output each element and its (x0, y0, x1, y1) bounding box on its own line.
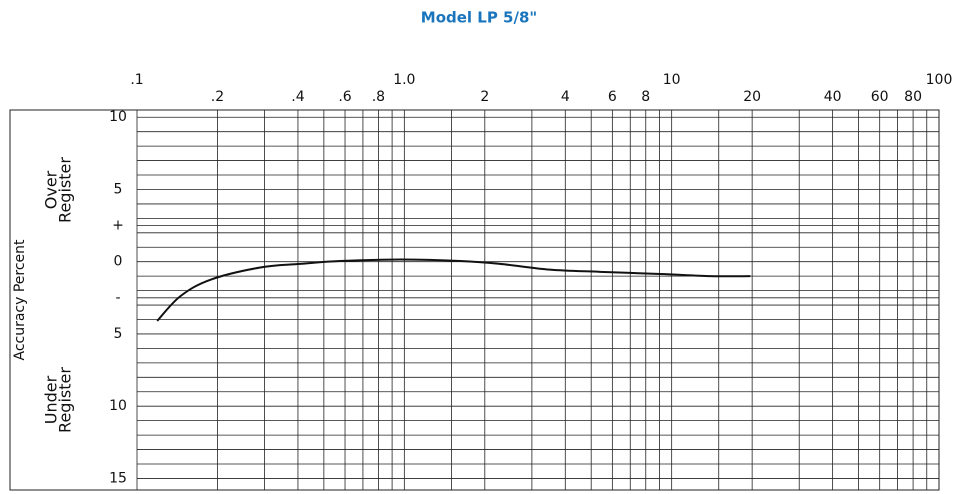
x-tick-label: 40 (824, 89, 842, 105)
over-label: Register (56, 157, 75, 223)
y-axis-label: Accuracy Percent (12, 239, 28, 361)
under-label: Register (56, 367, 75, 433)
accuracy-curve (156, 258, 751, 322)
x-tick-label: 20 (743, 89, 761, 105)
x-tick-label: 1.0 (393, 72, 415, 88)
chart-title: Model LP 5/8" (421, 9, 537, 27)
x-tick-label: 2 (480, 89, 489, 105)
x-tick-label: 100 (926, 72, 953, 88)
y-tick-label: 15 (109, 470, 127, 486)
frame (9, 109, 940, 491)
y-tick-label: 5 (114, 181, 123, 197)
x-tick-label: 80 (904, 89, 922, 105)
x-tick-label: .1 (130, 72, 143, 88)
over-label: Over (42, 170, 61, 209)
x-tick-label: 10 (663, 72, 681, 88)
x-tick-label: 8 (641, 89, 650, 105)
x-tick-label: .2 (211, 89, 224, 105)
x-tick-label: .8 (372, 89, 385, 105)
y-tick-label: 10 (109, 109, 127, 125)
x-tick-label: .4 (291, 89, 304, 105)
y-tick-label: 10 (109, 398, 127, 414)
x-tick-label: 60 (871, 89, 889, 105)
x-tick-label: 4 (561, 89, 570, 105)
y-tick-label: - (115, 290, 120, 306)
x-tick-label: .6 (338, 89, 351, 105)
under-label: Under (42, 375, 61, 424)
y-tick-label: 0 (114, 254, 123, 270)
y-tick-label: + (112, 218, 124, 234)
x-tick-label: 6 (608, 89, 617, 105)
y-tick-label: 5 (114, 326, 123, 342)
